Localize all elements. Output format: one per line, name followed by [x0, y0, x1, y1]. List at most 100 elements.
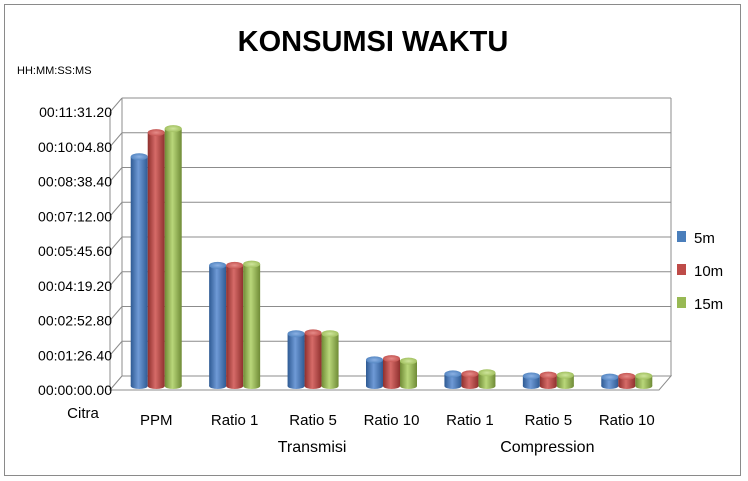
y-tick-label: 00:11:31.20 — [39, 104, 112, 120]
bar-base — [539, 383, 557, 389]
bar-top — [147, 129, 165, 137]
x-category-label: PPM — [140, 412, 173, 429]
gridline-side — [109, 236, 123, 252]
x-group-label: Transmisi — [278, 439, 347, 456]
bar-body — [287, 333, 305, 386]
y-tick-label: 00:08:38.40 — [38, 174, 112, 190]
bar-15m-7 — [635, 372, 653, 389]
bar-base — [209, 383, 227, 389]
bar-base — [287, 383, 305, 389]
gridline-side — [109, 132, 123, 148]
bar-body — [400, 361, 417, 386]
gridline-side — [109, 167, 123, 182]
bar-top — [478, 369, 496, 377]
gridline-side — [109, 201, 123, 217]
bar-body — [226, 265, 244, 386]
bar-body — [243, 264, 261, 386]
bar-body — [635, 375, 653, 386]
bars — [130, 125, 653, 389]
bar-top — [556, 371, 574, 379]
bar-base — [164, 383, 182, 389]
bar-top — [164, 125, 182, 133]
bar-base — [478, 383, 496, 389]
legend-label: 5m — [694, 230, 715, 247]
bar-base — [243, 383, 261, 389]
bar-15m-3 — [321, 330, 339, 389]
legend: 5m 10m 15m — [677, 230, 723, 313]
bar-top — [383, 355, 400, 363]
bar-body — [304, 332, 322, 386]
bar-5m-1 — [130, 153, 148, 389]
x-category-label: Ratio 1 — [446, 412, 494, 429]
bar-base — [226, 383, 244, 389]
bar-top — [444, 370, 462, 378]
bar-base — [147, 383, 165, 389]
bar-top — [635, 372, 653, 380]
bar-base — [383, 383, 400, 389]
bar-15m-1 — [164, 125, 182, 389]
legend-swatch — [677, 264, 686, 275]
bar-body — [321, 333, 339, 386]
y-unit-label: HH:MM:SS:MS — [17, 65, 92, 77]
x-category-label: Ratio 5 — [525, 412, 573, 429]
bar-base — [366, 383, 383, 389]
bar-top — [522, 372, 540, 380]
y-tick-label: 00:10:04.80 — [38, 139, 112, 155]
bar-5m-3 — [287, 330, 305, 389]
legend-swatch — [677, 231, 686, 242]
bar-top — [366, 356, 383, 364]
bar-base — [461, 383, 479, 389]
x-axis-title: Citra — [67, 405, 99, 422]
bar-10m-5 — [461, 370, 479, 389]
y-tick-label: 00:07:12.00 — [38, 208, 112, 224]
bar-top — [304, 329, 322, 337]
bar-body — [147, 132, 165, 386]
bar-top — [400, 357, 417, 365]
bar-top — [618, 372, 636, 380]
bar-body — [164, 128, 182, 386]
legend-label: 10m — [694, 263, 723, 280]
bar-body — [383, 358, 400, 386]
bar-10m-6 — [539, 371, 557, 389]
gridline-side — [109, 271, 123, 287]
bar-5m-5 — [444, 370, 462, 389]
x-category-labels: PPM Ratio 1 Ratio 5 Ratio 10 Ratio 1 Ratio 5 R… — [140, 412, 655, 429]
x-category-label: Ratio 10 — [599, 412, 655, 429]
bar-top — [209, 261, 227, 269]
legend-swatch — [677, 297, 686, 308]
y-tick-labels: 00:00:00.00 00:01:26.40 00:02:52.80 00:04:1… — [38, 104, 112, 398]
bar-top — [287, 330, 305, 338]
bar-body — [601, 377, 619, 386]
bar-top — [130, 153, 148, 161]
gridline-side — [109, 306, 123, 321]
bar-5m-6 — [522, 372, 540, 389]
chart-svg: KONSUMSI WAKTU HH:MM:SS:MS 00:00:00.0000… — [17, 26, 723, 456]
x-category-label: Ratio 5 — [289, 412, 337, 429]
bar-body — [618, 376, 636, 386]
x-category-label: Ratio 10 — [364, 412, 420, 429]
bar-10m-1 — [147, 129, 165, 389]
bar-15m-6 — [556, 371, 574, 389]
bar-body — [522, 375, 540, 386]
bar-5m-7 — [601, 373, 619, 389]
x-category-label: Ratio 1 — [211, 412, 259, 429]
x-group-labels: Transmisi Compression — [278, 439, 595, 456]
bar-base — [522, 383, 540, 389]
gridline-side — [109, 97, 123, 113]
bar-base — [321, 383, 339, 389]
bar-base — [444, 383, 462, 389]
chart-frame: KONSUMSI WAKTU HH:MM:SS:MS 00:00:00.00 00… — [4, 4, 741, 476]
bar-body — [478, 372, 496, 386]
bar-10m-7 — [618, 372, 636, 389]
bar-body — [366, 359, 383, 386]
bar-5m-4 — [366, 356, 383, 389]
gridlines — [109, 97, 671, 391]
bar-15m-4 — [400, 357, 417, 389]
bar-10m-3 — [304, 329, 322, 389]
y-tick-label: 00:01:26.40 — [38, 347, 112, 363]
x-group-label: Compression — [500, 439, 594, 456]
axes — [108, 98, 673, 391]
bar-base — [130, 383, 148, 389]
bar-base — [556, 383, 574, 389]
bar-body — [539, 375, 557, 386]
